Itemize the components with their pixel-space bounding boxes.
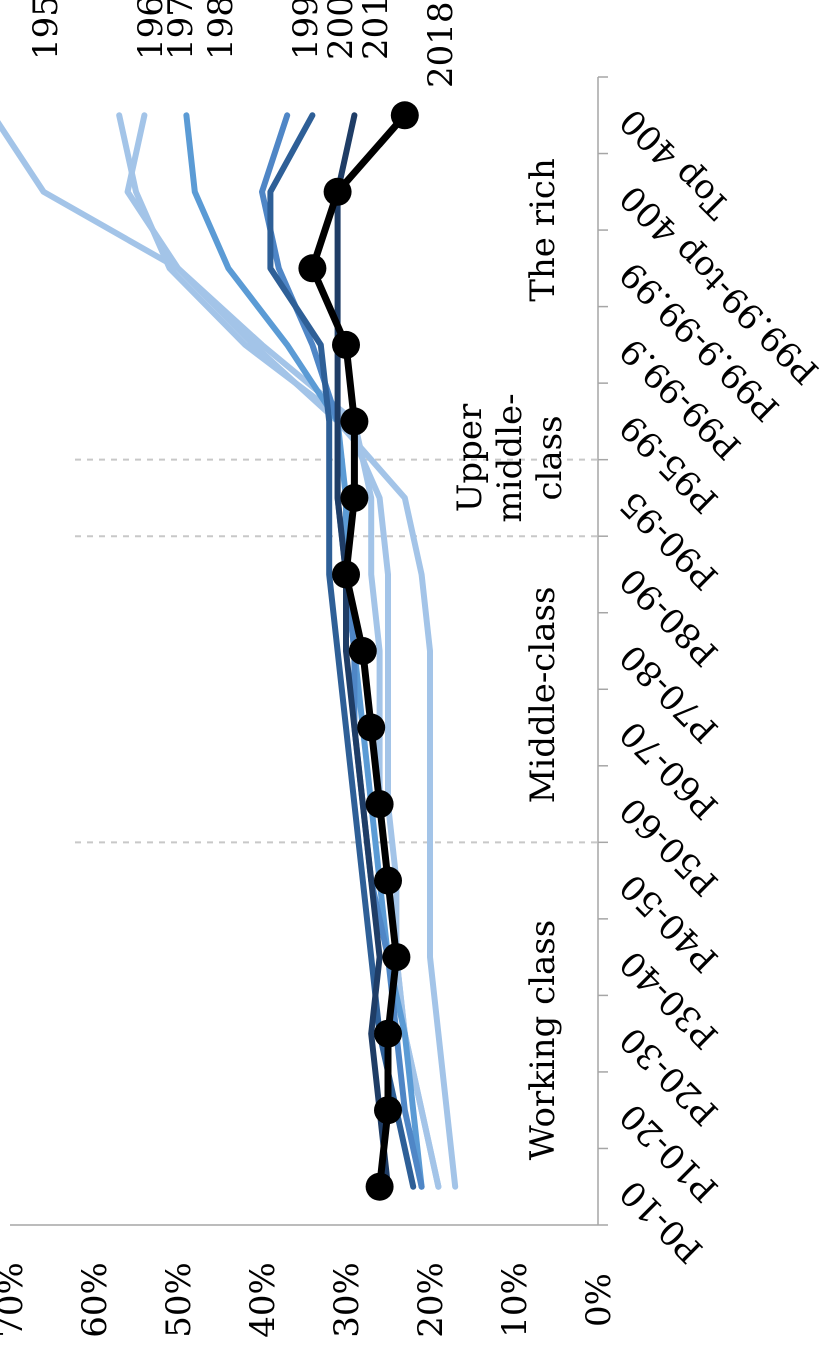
group-label: The rich: [523, 158, 563, 302]
legend-label-2018: 2018: [421, 1, 461, 88]
series-lines: [0, 101, 459, 1201]
group-label: Upper: [450, 403, 490, 512]
y-tick-label: 20%: [411, 1262, 451, 1338]
series-point-2018: [365, 790, 394, 819]
series-point-2018: [374, 1019, 402, 1048]
series-point-2018: [374, 1096, 402, 1125]
y-tick-label: 30%: [327, 1262, 367, 1338]
series-point-2018: [382, 943, 411, 972]
category-tick-labels: P0-10P10-20P20-30P30-40P40-50P50-60P60-7…: [612, 101, 826, 1271]
y-tick-label: 0%: [579, 1273, 619, 1327]
series-point-2018: [298, 254, 327, 283]
series-point-2018: [340, 483, 369, 512]
group-label: middle-: [490, 393, 530, 522]
y-tick-label: 50%: [159, 1262, 199, 1338]
legend-label-1990: 1990: [286, 0, 326, 60]
series-point-2018: [340, 407, 369, 436]
series-point-2018: [357, 713, 386, 742]
series-point-2018: [332, 330, 360, 359]
legend-label-2000: 2000: [321, 0, 361, 60]
y-tick-label: 10%: [495, 1262, 535, 1338]
group-dividers: [75, 458, 598, 844]
legend-label-2010: 2010: [356, 0, 396, 60]
y-tick-labels: 0% 10% 20% 30% 40% 50% 60% 70%: [0, 1262, 619, 1338]
series-point-2018: [365, 1172, 394, 1201]
y-tick-label: 70%: [0, 1262, 31, 1338]
axes: [10, 76, 608, 1226]
series-point-2018: [374, 866, 402, 895]
group-labels: Working class Middle-class Upper middle-cla…: [450, 158, 570, 1160]
group-label: Middle-class: [523, 587, 563, 804]
y-tick-label: 40%: [243, 1262, 283, 1338]
legend-label-1950: 1950: [26, 0, 66, 60]
legend-label-1980: 1980: [201, 0, 241, 60]
series-line-2010: [334, 112, 391, 1190]
series-point-2018: [390, 101, 419, 130]
y-tick-label: 60%: [75, 1262, 115, 1338]
legend-label-1970: 1970: [161, 0, 201, 60]
group-label: Working class: [523, 920, 563, 1160]
group-label: class: [530, 415, 570, 500]
series-point-2018: [323, 177, 352, 206]
series-point-2018: [332, 560, 360, 589]
series-point-2018: [348, 637, 377, 665]
legend-label-1960: 1960: [131, 0, 171, 60]
